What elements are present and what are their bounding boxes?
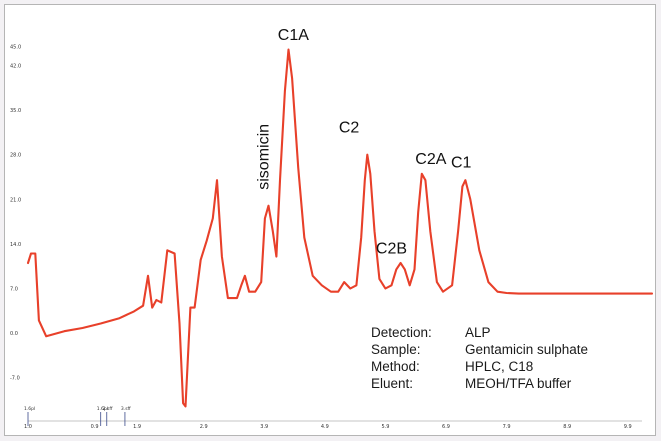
y-tick-label: 35.0 (10, 108, 21, 114)
peak-label: C1A (278, 27, 309, 44)
info-key: Eluent: (371, 376, 414, 391)
event-marker-label: 2.sff (103, 406, 114, 412)
info-value: HPLC, C18 (465, 359, 534, 374)
y-tick-label: 45.0 (10, 44, 21, 50)
x-tick-label: 1.0 (24, 424, 32, 430)
y-tick-label: 21.0 (10, 197, 21, 203)
x-tick-label: 5.9 (381, 424, 389, 430)
peak-label: C1 (451, 154, 472, 171)
x-tick-label: 9.9 (624, 424, 632, 430)
y-tick-label: -7.0 (10, 376, 20, 382)
event-marker-label: 1.6pl (97, 406, 108, 412)
y-tick-label: 7.0 (10, 286, 18, 292)
info-key: Method: (371, 359, 420, 374)
peak-label: C2B (376, 240, 407, 257)
y-tick-label: 0.0 (10, 331, 18, 337)
y-tick-label: 42.0 (10, 63, 21, 69)
x-tick-label: 4.9 (321, 424, 329, 430)
peak-label: C2 (339, 119, 360, 136)
x-tick-label: 7.9 (503, 424, 511, 430)
chromatogram-trace (26, 48, 654, 408)
info-value: ALP (465, 325, 491, 340)
peak-label: C2A (415, 151, 446, 168)
x-tick-label: 6.9 (442, 424, 450, 430)
x-tick-label: 8.9 (563, 424, 571, 430)
event-marker-label: 1.6pl (24, 406, 35, 412)
chromatogram-frame (4, 4, 656, 436)
y-tick-label: 14.0 (10, 242, 21, 248)
y-tick-label: 28.0 (10, 153, 21, 159)
info-key: Detection: (371, 325, 432, 340)
info-key: Sample: (371, 342, 421, 357)
peak-label: sisomicin (256, 124, 273, 190)
x-tick-label: 3.9 (260, 424, 268, 430)
x-tick-label: 2.9 (200, 424, 208, 430)
event-marker-label: 3.sff (121, 406, 132, 412)
info-value: Gentamicin sulphate (465, 342, 589, 357)
x-tick-label: 0.9 (91, 424, 99, 430)
info-value: MEOH/TFA buffer (465, 376, 572, 391)
x-tick-label: 1.9 (133, 424, 141, 430)
